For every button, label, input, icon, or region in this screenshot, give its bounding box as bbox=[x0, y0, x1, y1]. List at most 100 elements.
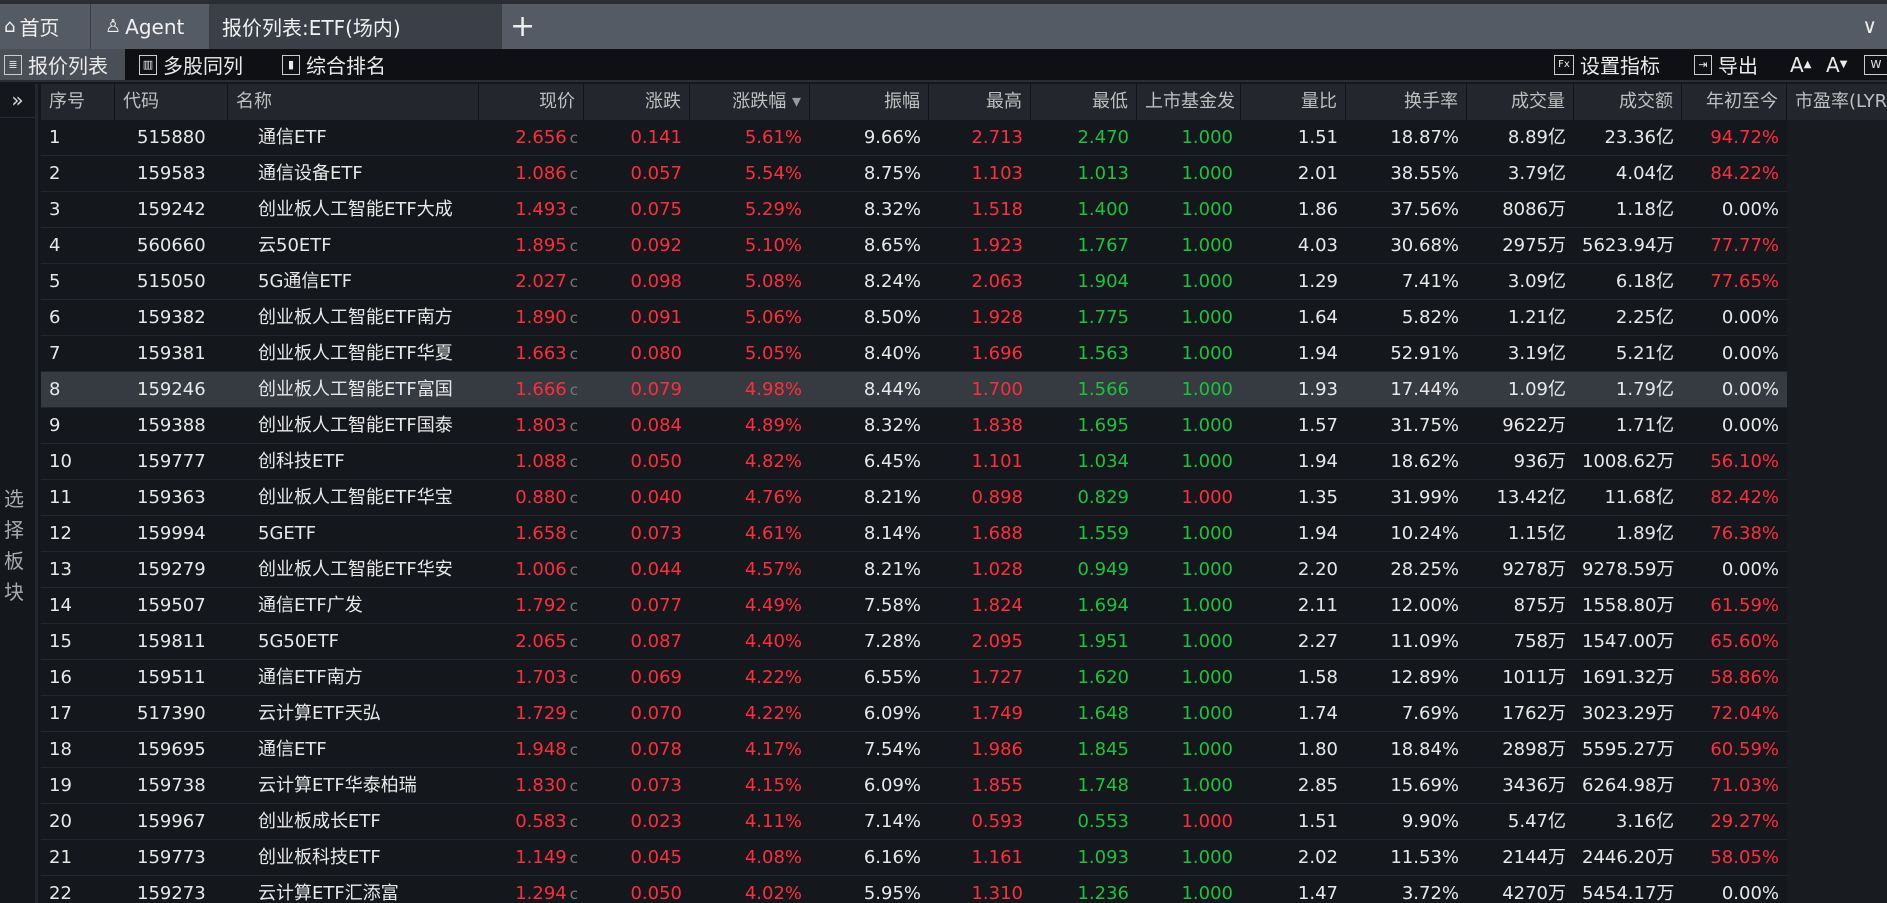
column-header-label: 量比 bbox=[1301, 91, 1337, 112]
column-header[interactable]: 最高 bbox=[929, 84, 1031, 120]
column-header[interactable]: 名称 bbox=[228, 84, 479, 120]
cell-pe bbox=[1787, 768, 1887, 804]
table-row[interactable]: 14 159507 通信ETF广发 1.792 c 0.077 4.49% 7.58% 1.82… bbox=[41, 588, 1887, 624]
cell-value: 创业板人工智能ETF华宝 bbox=[258, 487, 453, 508]
table-row[interactable]: 4 560660 云50ETF 1.895 c 0.092 5.10% 8.65% 1.923 1… bbox=[41, 228, 1887, 264]
table-row[interactable]: 1 515880 通信ETF 2.656 c 0.141 5.61% 9.66% 2.713 2.… bbox=[41, 120, 1887, 156]
cell-2: 创业板科技ETF bbox=[228, 840, 479, 876]
quote-list-button[interactable]: ≣ 报价列表 bbox=[0, 49, 125, 80]
cell-12: 8086万 bbox=[1467, 192, 1574, 228]
tab-home[interactable]: ⌂ 首页 bbox=[0, 4, 91, 49]
cell-9: 1.000 bbox=[1137, 336, 1241, 372]
cell-value: 0.050 bbox=[630, 451, 682, 472]
cell-value: 159583 bbox=[137, 163, 206, 184]
multi-stock-button[interactable]: ▥ 多股同列 bbox=[135, 49, 247, 80]
set-indicator-button[interactable]: Fx 设置指标 bbox=[1550, 49, 1664, 80]
cell-pe bbox=[1787, 192, 1887, 228]
column-header[interactable]: 成交额 bbox=[1574, 84, 1682, 120]
cell-5: 5.54% bbox=[690, 156, 810, 192]
cell-value: 1.803 bbox=[515, 415, 567, 436]
cell-value: 11 bbox=[49, 487, 72, 508]
column-header[interactable]: 换手率 bbox=[1346, 84, 1467, 120]
cell-value: 71.03% bbox=[1710, 775, 1779, 796]
table-row[interactable]: 22 159273 云计算ETF汇添富 1.294 c 0.050 4.02% 5.95% 1.… bbox=[41, 876, 1887, 903]
tab-agent[interactable]: ♙ Agent bbox=[91, 4, 210, 49]
cell-value: 4.89% bbox=[744, 415, 802, 436]
cell-1: 517390 bbox=[115, 696, 228, 732]
font-decrease-button[interactable]: A ▼ bbox=[1826, 52, 1848, 77]
price-suffix: c bbox=[569, 489, 578, 507]
cell-value: 1.666 bbox=[515, 379, 567, 400]
cell-9: 1.000 bbox=[1137, 624, 1241, 660]
column-header[interactable]: 最低 bbox=[1031, 84, 1137, 120]
table-row[interactable]: 13 159279 创业板人工智能ETF华安 1.006 c 0.044 4.57% 8.21… bbox=[41, 552, 1887, 588]
column-header-label: 代码 bbox=[123, 91, 159, 112]
cell-value: 0.553 bbox=[1077, 811, 1129, 832]
table-row[interactable]: 5 515050 5G通信ETF 2.027 c 0.098 5.08% 8.24% 2.063… bbox=[41, 264, 1887, 300]
column-header[interactable]: 涨跌幅 ▾ bbox=[690, 84, 810, 120]
cell-value: 云计算ETF天弘 bbox=[258, 703, 381, 724]
expand-sidebar-button[interactable]: » bbox=[0, 84, 35, 118]
cell-12: 3436万 bbox=[1467, 768, 1574, 804]
export-button[interactable]: ⇥ 导出 bbox=[1690, 49, 1762, 80]
table-row[interactable]: 7 159381 创业板人工智能ETF华夏 1.663 c 0.080 5.05% 8.40%… bbox=[41, 336, 1887, 372]
chevron-down-icon[interactable]: ∨ bbox=[1862, 14, 1877, 38]
cell-7: 1.838 bbox=[929, 408, 1031, 444]
cell-value: 8.50% bbox=[863, 307, 921, 328]
cell-12: 875万 bbox=[1467, 588, 1574, 624]
ranking-button[interactable]: ▮ 综合排名 bbox=[278, 49, 390, 80]
cell-value: 1.767 bbox=[1077, 235, 1129, 256]
table-row[interactable]: 18 159695 通信ETF 1.948 c 0.078 4.17% 7.54% 1.986 1… bbox=[41, 732, 1887, 768]
table-row[interactable]: 12 159994 5GETF 1.658 c 0.073 4.61% 8.14% 1.688 1… bbox=[41, 516, 1887, 552]
column-header[interactable]: 序号 bbox=[41, 84, 115, 120]
cell-value: 9 bbox=[49, 415, 61, 436]
table-row[interactable]: 6 159382 创业板人工智能ETF南方 1.890 c 0.091 5.06% 8.50%… bbox=[41, 300, 1887, 336]
cell-5: 4.49% bbox=[690, 588, 810, 624]
table-row[interactable]: 8 159246 创业板人工智能ETF富国 1.666 c 0.079 4.98% 8.44%… bbox=[41, 372, 1887, 408]
table-row[interactable]: 16 159511 通信ETF南方 1.703 c 0.069 4.22% 6.55% 1.72… bbox=[41, 660, 1887, 696]
column-header[interactable]: 振幅 bbox=[810, 84, 929, 120]
column-header[interactable]: 市盈率(LYR bbox=[1787, 84, 1887, 120]
table-row[interactable]: 9 159388 创业板人工智能ETF国泰 1.803 c 0.084 4.89% 8.32%… bbox=[41, 408, 1887, 444]
cell-6: 7.54% bbox=[810, 732, 929, 768]
cell-10: 1.94 bbox=[1241, 516, 1346, 552]
select-sector-button[interactable]: 选择板块 bbox=[4, 487, 24, 604]
cell-value: 0.073 bbox=[630, 775, 682, 796]
table-row[interactable]: 20 159967 创业板成长ETF 0.583 c 0.023 4.11% 7.14% 0.5… bbox=[41, 804, 1887, 840]
table-row[interactable]: 2 159583 通信设备ETF 1.086 c 0.057 5.54% 8.75% 1.103… bbox=[41, 156, 1887, 192]
table-row[interactable]: 10 159777 创科技ETF 1.088 c 0.050 4.82% 6.45% 1.101… bbox=[41, 444, 1887, 480]
column-header[interactable]: 代码 bbox=[115, 84, 228, 120]
cell-5: 5.10% bbox=[690, 228, 810, 264]
cell-14: 0.00% bbox=[1682, 192, 1787, 228]
new-tab-button[interactable]: + bbox=[510, 9, 536, 44]
table-row[interactable]: 15 159811 5G50ETF 2.065 c 0.087 4.40% 7.28% 2.09… bbox=[41, 624, 1887, 660]
cell-14: 0.00% bbox=[1682, 408, 1787, 444]
cell-7: 1.101 bbox=[929, 444, 1031, 480]
column-header[interactable]: 涨跌 bbox=[584, 84, 690, 120]
column-header[interactable]: 量比 bbox=[1241, 84, 1346, 120]
cell-7: 2.095 bbox=[929, 624, 1031, 660]
cell-12: 13.42亿 bbox=[1467, 480, 1574, 516]
cell-value: 23.36亿 bbox=[1604, 127, 1674, 148]
cell-value: 0.073 bbox=[630, 523, 682, 544]
table-row[interactable]: 17 517390 云计算ETF天弘 1.729 c 0.070 4.22% 6.09% 1.7… bbox=[41, 696, 1887, 732]
table-row[interactable]: 21 159773 创业板科技ETF 1.149 c 0.045 4.08% 6.16% 1.1… bbox=[41, 840, 1887, 876]
cell-9: 1.000 bbox=[1137, 264, 1241, 300]
column-header[interactable]: 成交量 bbox=[1467, 84, 1574, 120]
monitor-icon[interactable]: W bbox=[1860, 49, 1887, 80]
cell-value: 8086万 bbox=[1502, 199, 1566, 220]
cell-13: 11.68亿 bbox=[1574, 480, 1682, 516]
tab-quote-list[interactable]: 报价列表:ETF(场内) bbox=[210, 4, 502, 49]
column-header-label: 年初至今 bbox=[1706, 91, 1778, 112]
column-header[interactable]: 上市基金发 bbox=[1137, 84, 1241, 120]
column-header[interactable]: 现价 bbox=[479, 84, 584, 120]
table-row[interactable]: 11 159363 创业板人工智能ETF华宝 0.880 c 0.040 4.76% 8.21… bbox=[41, 480, 1887, 516]
cell-5: 4.17% bbox=[690, 732, 810, 768]
table-row[interactable]: 19 159738 云计算ETF华泰柏瑞 1.830 c 0.073 4.15% 6.09% 1… bbox=[41, 768, 1887, 804]
table-row[interactable]: 3 159242 创业板人工智能ETF大成 1.493 c 0.075 5.29% 8.32%… bbox=[41, 192, 1887, 228]
cell-value: 1.663 bbox=[515, 343, 567, 364]
cell-value: 3.19亿 bbox=[1507, 343, 1566, 364]
font-increase-button[interactable]: A ▲ bbox=[1790, 52, 1812, 77]
cell-value: 5GETF bbox=[258, 523, 317, 544]
column-header[interactable]: 年初至今 bbox=[1682, 84, 1787, 120]
